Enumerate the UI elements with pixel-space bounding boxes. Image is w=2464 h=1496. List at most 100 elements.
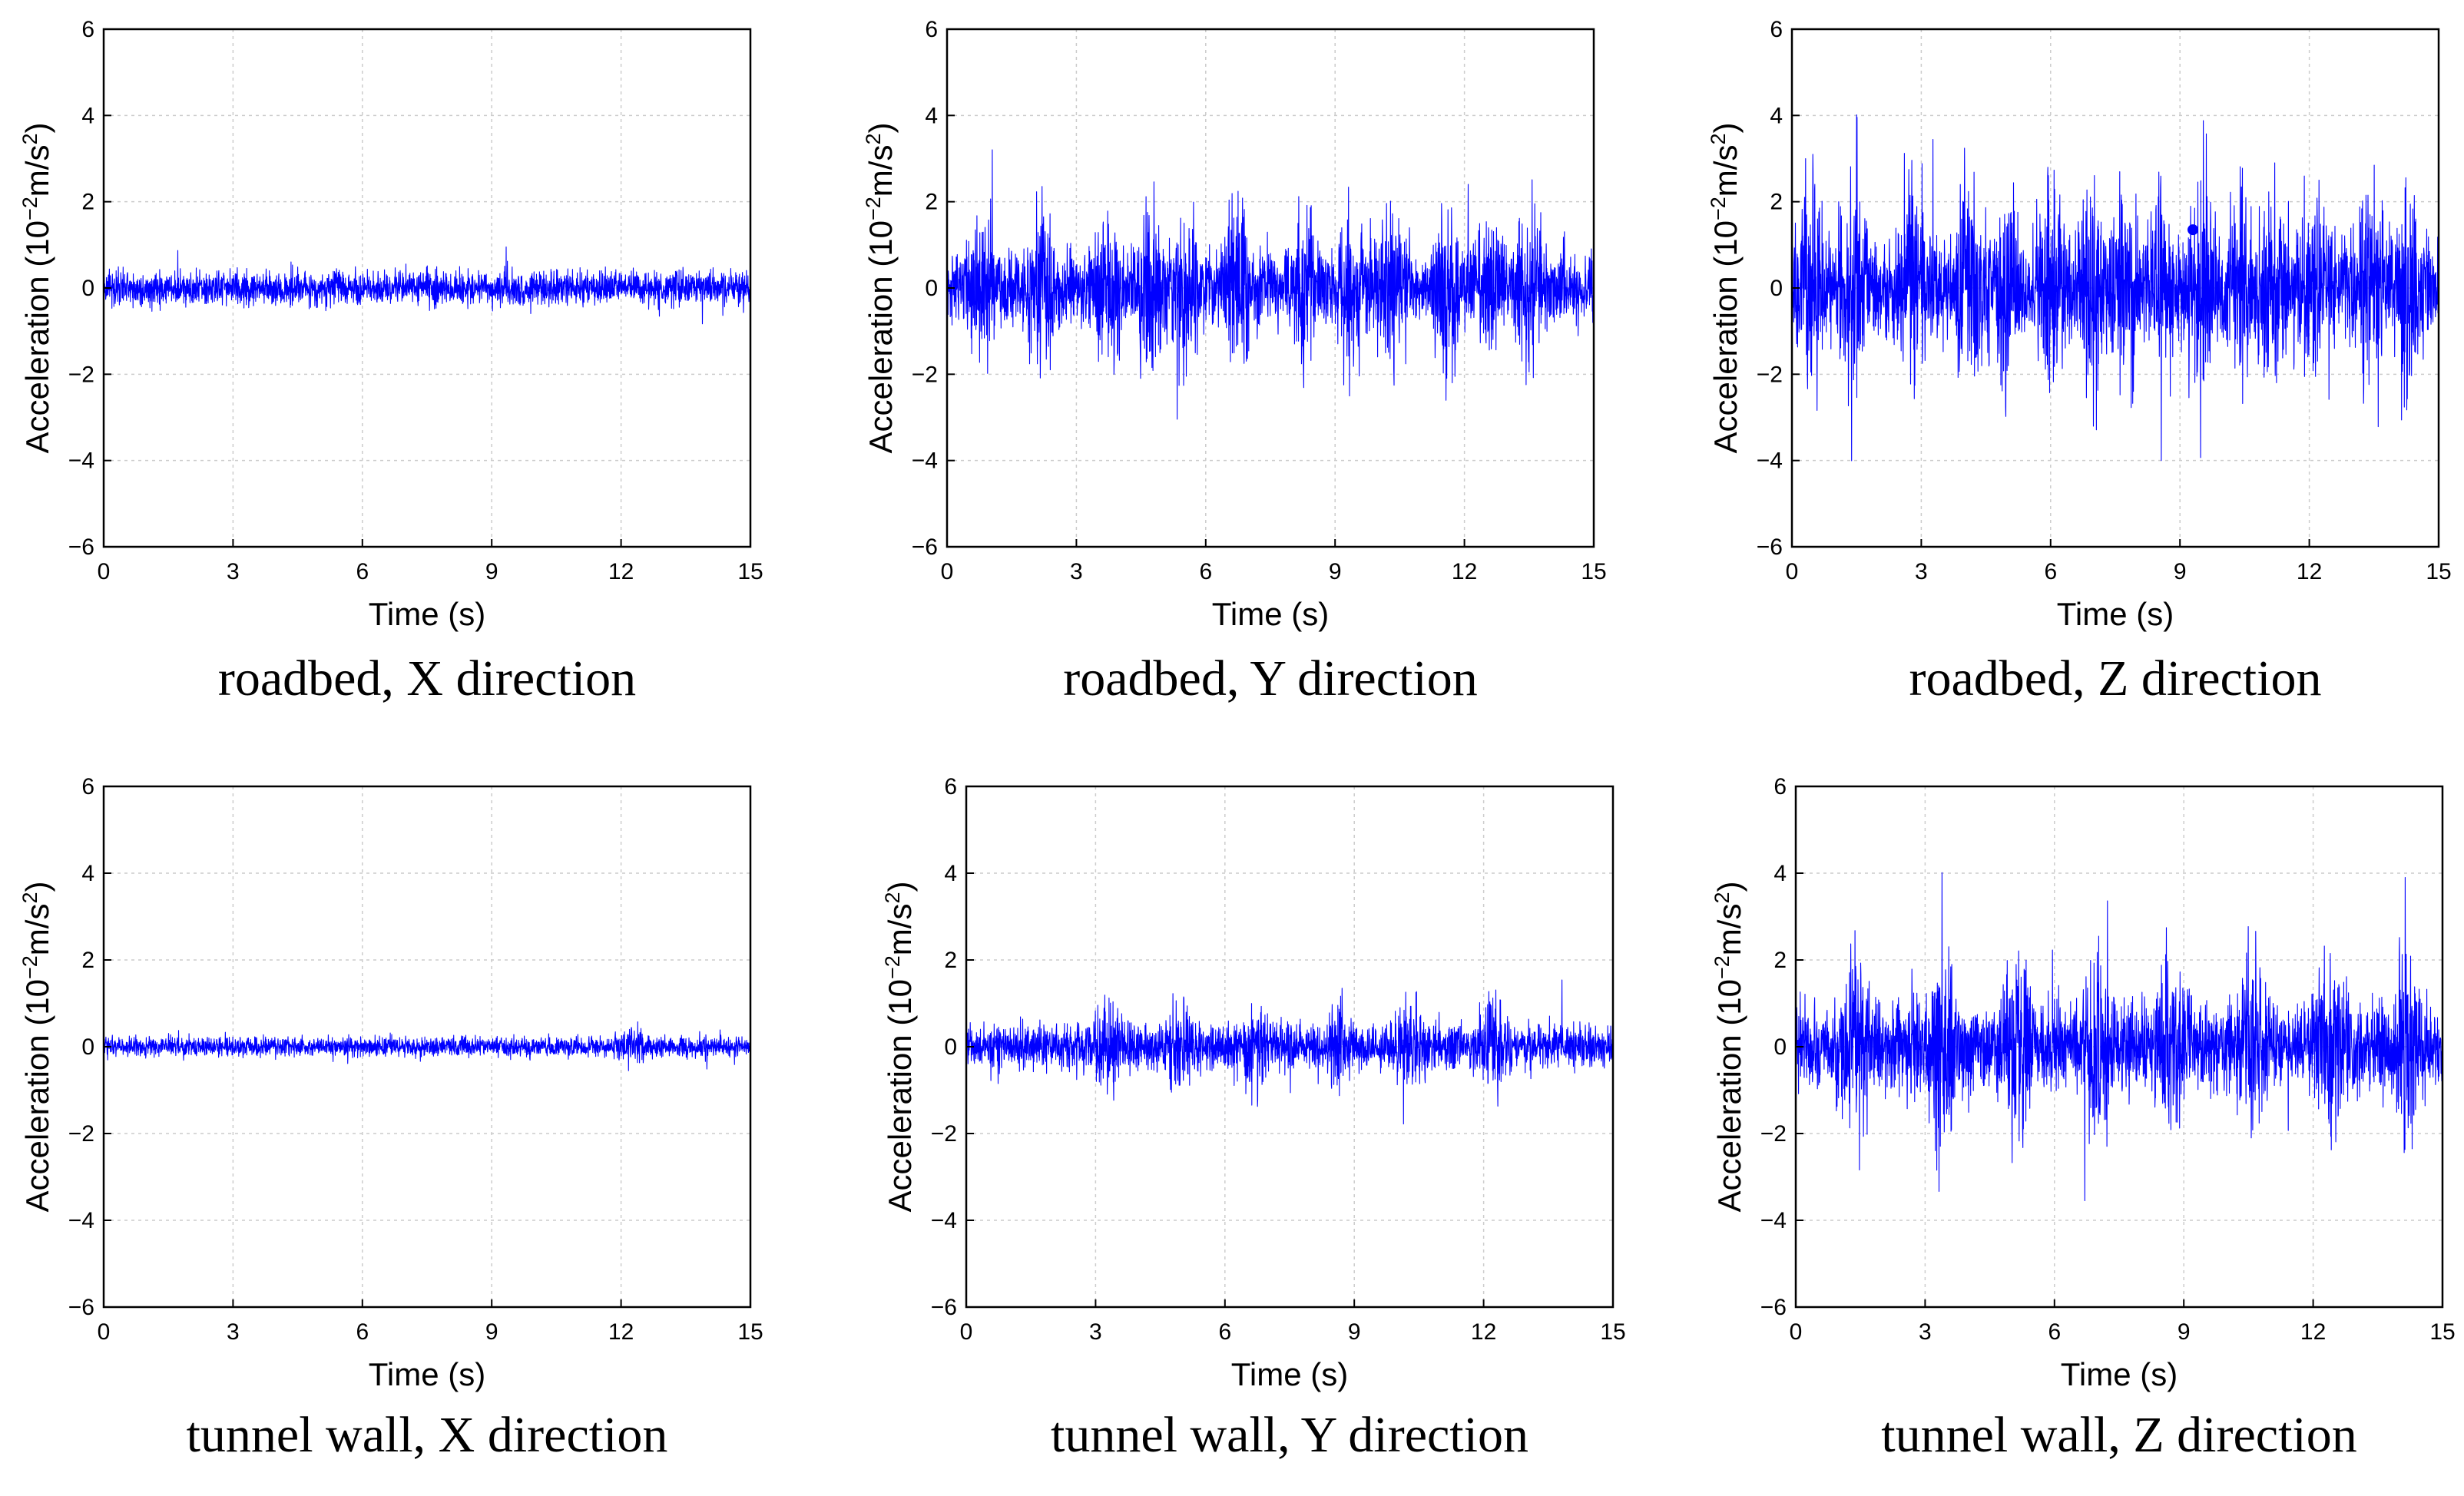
y-tick-label: 2: [1773, 948, 1787, 973]
y-axis-label: Acceleration (10−2m/s2): [18, 123, 55, 454]
series-line-acceleration: [965, 979, 1614, 1125]
x-tick-label: 9: [485, 559, 498, 584]
y-tick-label: −2: [1757, 362, 1783, 387]
x-tick-label: 6: [1199, 559, 1212, 584]
series-line-acceleration: [1791, 114, 2439, 462]
y-axis-label: Acceleration (10−2m/s2): [1707, 123, 1744, 454]
x-tick-label: 12: [608, 559, 634, 584]
x-tick-label: 0: [960, 1319, 973, 1345]
y-axis-label: Acceleration (10−2m/s2): [881, 882, 918, 1213]
series-line-acceleration: [103, 247, 751, 325]
y-tick-label: −4: [1760, 1208, 1787, 1233]
x-tick-label: 9: [1329, 559, 1342, 584]
y-tick-label: −4: [912, 448, 938, 474]
panel-caption: tunnel wall, X direction: [187, 1407, 668, 1463]
x-tick-label: 12: [1452, 559, 1477, 584]
y-tick-label: 4: [1770, 103, 1783, 128]
x-tick-label: 3: [227, 1319, 240, 1345]
x-tick-label: 3: [1919, 1319, 1932, 1345]
y-tick-label: 2: [944, 948, 957, 973]
x-tick-label: 3: [1089, 1319, 1102, 1345]
panel-caption: roadbed, X direction: [218, 650, 636, 707]
x-axis-label: Time (s): [369, 596, 485, 632]
x-tick-label: 9: [2174, 559, 2187, 584]
panel-caption: roadbed, Z direction: [1909, 650, 2322, 707]
y-tick-label: −4: [1757, 448, 1783, 474]
x-tick-label: 15: [1581, 559, 1606, 584]
x-tick-label: 0: [1786, 559, 1799, 584]
y-tick-label: 2: [1770, 190, 1783, 215]
x-axis-label: Time (s): [2061, 1356, 2178, 1392]
x-axis-label: Time (s): [2057, 596, 2174, 632]
y-tick-label: −4: [68, 1208, 94, 1233]
y-axis-label: Acceleration (10−2m/s2): [1711, 882, 1747, 1213]
x-tick-label: 12: [2300, 1319, 2326, 1345]
x-tick-label: 9: [2178, 1319, 2191, 1345]
y-tick-label: 2: [925, 190, 938, 215]
x-tick-label: 3: [227, 559, 240, 584]
x-tick-label: 9: [485, 1319, 498, 1345]
y-tick-label: −2: [68, 1121, 94, 1147]
x-tick-label: 6: [356, 559, 369, 584]
y-tick-label: −6: [68, 535, 94, 560]
x-tick-label: 12: [2297, 559, 2322, 584]
x-tick-label: 3: [1070, 559, 1083, 584]
x-axis-label: Time (s): [1231, 1356, 1348, 1392]
y-tick-label: 6: [81, 17, 94, 42]
x-axis-label: Time (s): [369, 1356, 485, 1392]
y-tick-label: −6: [1757, 535, 1783, 560]
x-tick-label: 15: [2426, 559, 2451, 584]
y-tick-label: −6: [68, 1295, 94, 1320]
x-tick-label: 0: [1790, 1319, 1803, 1345]
panel-caption: roadbed, Y direction: [1063, 650, 1477, 707]
y-tick-label: −2: [1760, 1121, 1787, 1147]
y-tick-label: 6: [1770, 17, 1783, 42]
y-tick-label: −2: [68, 362, 94, 387]
y-tick-label: 0: [925, 276, 938, 301]
y-tick-label: 0: [944, 1034, 957, 1060]
x-tick-label: 6: [1218, 1319, 1231, 1345]
x-tick-label: 3: [1915, 559, 1928, 584]
y-tick-label: 0: [81, 1034, 94, 1060]
y-tick-label: −6: [1760, 1295, 1787, 1320]
x-tick-label: 0: [941, 559, 954, 584]
y-tick-label: 4: [81, 103, 94, 128]
y-tick-label: −4: [68, 448, 94, 474]
y-tick-label: 6: [81, 774, 94, 799]
y-tick-label: 4: [944, 861, 957, 886]
y-tick-label: 4: [81, 861, 94, 886]
y-tick-label: −6: [931, 1295, 957, 1320]
panel-caption: tunnel wall, Z direction: [1881, 1407, 2357, 1463]
x-tick-label: 0: [98, 559, 111, 584]
x-tick-label: 15: [737, 559, 763, 584]
y-tick-label: 6: [944, 774, 957, 799]
y-tick-label: 0: [81, 276, 94, 301]
y-tick-label: 0: [1773, 1034, 1787, 1060]
x-tick-label: 12: [1471, 1319, 1496, 1345]
y-tick-label: −2: [912, 362, 938, 387]
x-tick-label: 6: [356, 1319, 369, 1345]
x-tick-label: 9: [1348, 1319, 1361, 1345]
series-line-acceleration: [1795, 872, 2443, 1202]
y-tick-label: 6: [1773, 774, 1787, 799]
x-tick-label: 6: [2048, 1319, 2061, 1345]
annotation-point: [2187, 224, 2199, 236]
y-tick-label: 4: [925, 103, 938, 128]
series-line-acceleration: [103, 1021, 751, 1071]
x-tick-label: 6: [2044, 559, 2057, 584]
x-tick-label: 12: [608, 1319, 634, 1345]
y-tick-label: 4: [1773, 861, 1787, 886]
x-tick-label: 0: [98, 1319, 111, 1345]
y-tick-label: −4: [931, 1208, 957, 1233]
y-tick-label: −2: [931, 1121, 957, 1147]
x-axis-label: Time (s): [1212, 596, 1329, 632]
series-line-acceleration: [946, 149, 1595, 420]
x-tick-label: 15: [2429, 1319, 2455, 1345]
y-axis-label: Acceleration (10−2m/s2): [18, 882, 55, 1213]
